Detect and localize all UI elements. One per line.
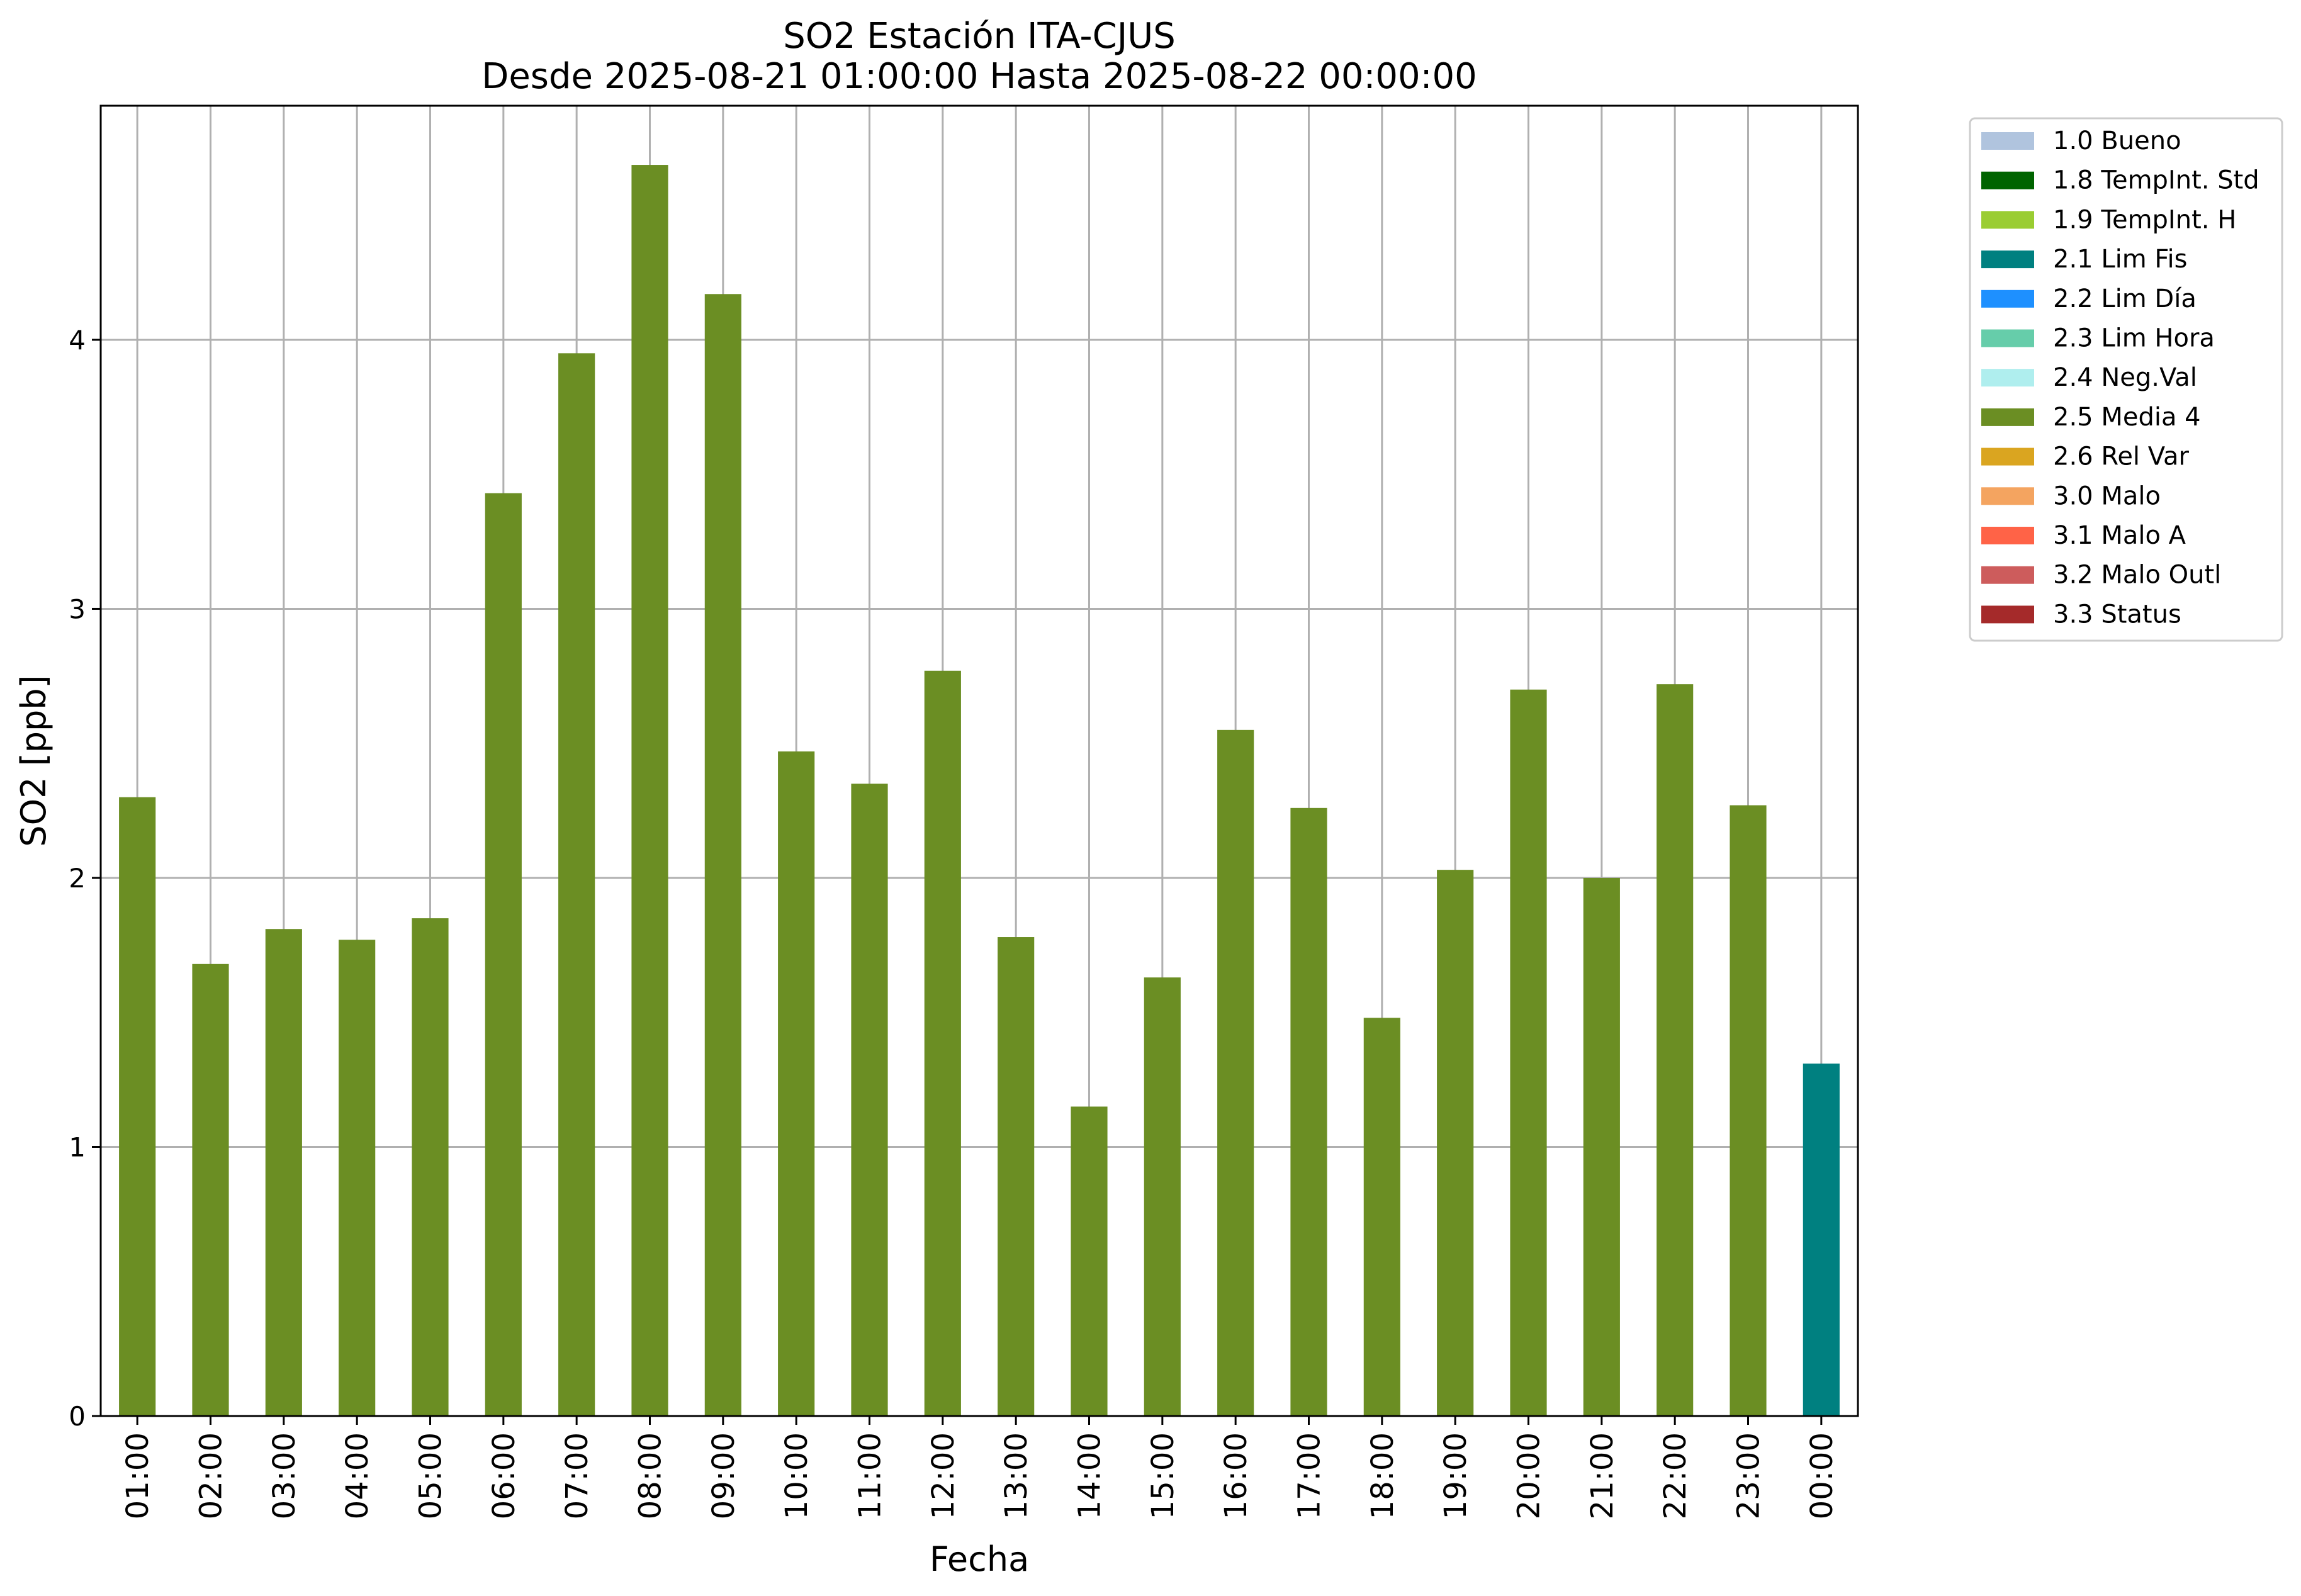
legend-label: 2.3 Lim Hora — [2053, 324, 2215, 353]
legend-label: 2.1 Lim Fis — [2053, 245, 2187, 274]
y-tick-label: 3 — [69, 593, 86, 624]
bar — [485, 493, 522, 1416]
legend-label: 2.5 Media 4 — [2053, 403, 2201, 432]
x-tick-label: 11:00 — [853, 1432, 888, 1519]
x-tick-label: 05:00 — [414, 1432, 449, 1519]
bar — [558, 353, 595, 1416]
legend-swatch — [1981, 289, 2034, 308]
x-tick-label: 07:00 — [560, 1432, 595, 1519]
x-tick-label: 01:00 — [120, 1432, 155, 1519]
x-tick-label: 17:00 — [1292, 1432, 1327, 1519]
x-tick-label: 16:00 — [1218, 1432, 1254, 1519]
x-tick-label: 06:00 — [487, 1432, 522, 1519]
x-tick-label: 04:00 — [340, 1432, 375, 1519]
x-tick-label: 02:00 — [194, 1432, 229, 1519]
x-tick-label: 20:00 — [1512, 1432, 1547, 1519]
legend-swatch — [1981, 250, 2034, 269]
legend-swatch — [1981, 447, 2034, 466]
x-tick-label: 21:00 — [1585, 1432, 1620, 1519]
bar — [1071, 1106, 1108, 1416]
legend-swatch — [1981, 408, 2034, 426]
bar — [1217, 729, 1254, 1416]
bar — [924, 670, 961, 1416]
x-tick-label: 23:00 — [1731, 1432, 1767, 1519]
legend-label: 3.2 Malo Outl — [2053, 561, 2221, 590]
bar — [1583, 877, 1620, 1416]
y-tick-label: 1 — [69, 1132, 86, 1162]
legend-swatch — [1981, 369, 2034, 387]
plot-frame — [99, 104, 1859, 1417]
bar — [1510, 689, 1547, 1416]
y-tick-label: 2 — [69, 863, 86, 894]
chart-title-line-2: Desde 2025-08-21 01:00:00 Hasta 2025-08-… — [481, 56, 1477, 97]
x-tick-label: 08:00 — [633, 1432, 668, 1519]
legend-label: 2.4 Neg.Val — [2053, 363, 2197, 392]
bar — [412, 918, 449, 1416]
legend-swatch — [1981, 527, 2034, 544]
legend-swatch — [1981, 171, 2034, 189]
legend-label: 1.0 Bueno — [2053, 126, 2181, 155]
x-tick-label: 14:00 — [1072, 1432, 1108, 1519]
bar — [1657, 684, 1694, 1416]
y-tick-label: 0 — [69, 1401, 86, 1432]
bar — [1730, 805, 1767, 1416]
chart-title-line-1: SO2 Estación ITA-CJUS — [783, 16, 1176, 57]
x-tick-label: 10:00 — [779, 1432, 814, 1519]
x-tick-label: 09:00 — [706, 1432, 741, 1519]
legend-swatch — [1981, 132, 2034, 150]
bar — [1290, 807, 1327, 1416]
bar — [778, 751, 815, 1416]
chart-title: SO2 Estación ITA-CJUS Desde 2025-08-21 0… — [481, 16, 1477, 97]
y-tick-label: 4 — [69, 325, 86, 356]
legend-label: 2.2 Lim Día — [2053, 284, 2197, 313]
x-tick-label: 03:00 — [267, 1432, 302, 1519]
y-axis-ticks: 0 1 2 3 4 — [69, 325, 101, 1432]
legend-swatch — [1981, 566, 2034, 584]
legend-swatch — [1981, 487, 2034, 505]
bar — [1803, 1063, 1840, 1416]
bar — [339, 940, 376, 1416]
x-tick-label: 13:00 — [999, 1432, 1034, 1519]
bar — [119, 797, 156, 1416]
x-axis-ticks: 01:00 02:00 03:00 04:00 05:00 06:00 07:00 08:00… — [120, 1416, 1840, 1519]
bar — [851, 784, 888, 1416]
legend-label: 3.0 Malo — [2053, 481, 2161, 510]
legend-box — [1969, 117, 2283, 642]
x-tick-label: 18:00 — [1365, 1432, 1400, 1519]
bar — [1437, 870, 1474, 1416]
legend-items: 1.0 Bueno 1.8 TempInt. Std 1.9 TempInt. H 2… — [1981, 126, 2259, 629]
bar — [631, 165, 668, 1417]
bar — [265, 929, 302, 1416]
legend-label: 1.8 TempInt. Std — [2053, 166, 2259, 195]
x-tick-label: 15:00 — [1145, 1432, 1181, 1519]
bar — [192, 964, 229, 1416]
bar — [1144, 977, 1181, 1416]
legend: 1.0 Bueno 1.8 TempInt. Std 1.9 TempInt. H 2… — [1969, 117, 2283, 642]
x-tick-label: 19:00 — [1438, 1432, 1473, 1519]
bar — [704, 294, 741, 1417]
x-tick-label: 12:00 — [926, 1432, 961, 1519]
legend-label: 3.3 Status — [2053, 600, 2181, 629]
x-tick-label: 22:00 — [1658, 1432, 1693, 1519]
bars — [119, 165, 1840, 1417]
y-axis-label: SO2 [ppb] — [14, 675, 53, 846]
legend-label: 1.9 TempInt. H — [2053, 205, 2236, 234]
x-tick-label: 00:00 — [1804, 1432, 1840, 1519]
legend-label: 3.1 Malo A — [2053, 521, 2186, 550]
x-axis-label: Fecha — [930, 1539, 1029, 1579]
bar — [1363, 1018, 1400, 1416]
legend-swatch — [1981, 211, 2034, 229]
legend-swatch — [1981, 605, 2034, 624]
bar — [998, 937, 1035, 1416]
legend-label: 2.6 Rel Var — [2053, 442, 2190, 471]
legend-swatch — [1981, 329, 2034, 347]
